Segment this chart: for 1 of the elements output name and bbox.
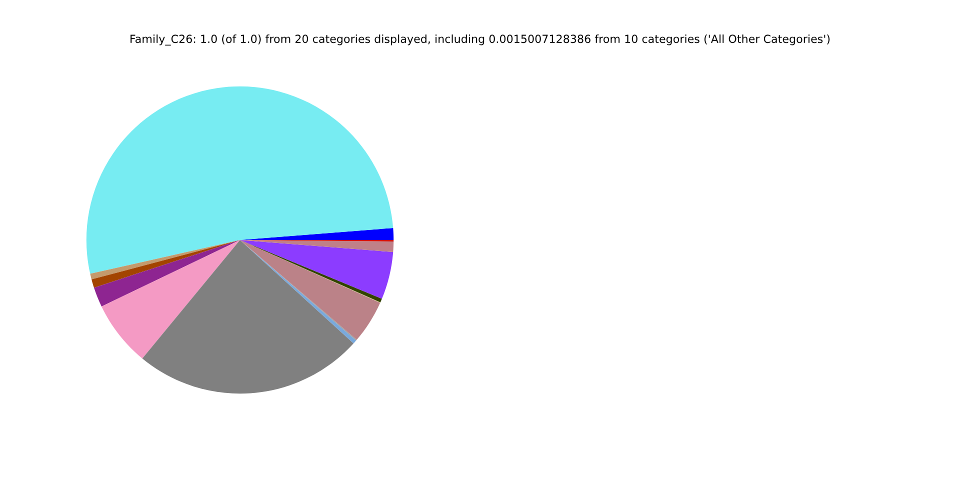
text: Family_C26: 1.0 (of 1.0) from 20 categories displayed, including 0.0015007128386 from 10 categories ('All Other Categories') — [130, 34, 830, 46]
